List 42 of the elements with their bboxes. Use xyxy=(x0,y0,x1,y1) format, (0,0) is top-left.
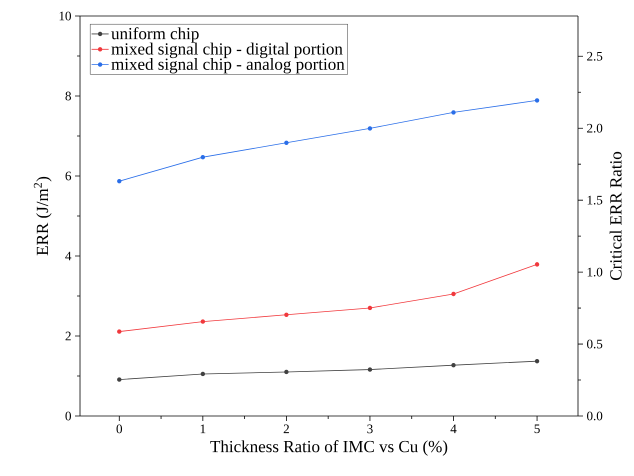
y2-axis-title: Critical ERR Ratio xyxy=(610,152,622,280)
y2-tick-label: 2.0 xyxy=(587,124,602,133)
y-tick-label: 4 xyxy=(65,252,72,260)
y2-tick-label: 1.5 xyxy=(588,196,602,205)
point xyxy=(451,362,456,368)
y-tick-label: 10 xyxy=(60,12,71,20)
y-tick-label: 8 xyxy=(65,92,71,100)
x-tick-label: 3 xyxy=(367,424,373,434)
point xyxy=(200,319,206,324)
point xyxy=(200,372,206,376)
point xyxy=(200,154,206,160)
point xyxy=(534,358,540,364)
x-tick-label: 1 xyxy=(200,424,206,434)
point xyxy=(534,98,540,103)
x-tick-label: 0 xyxy=(116,424,122,434)
point xyxy=(117,178,122,184)
x-tick-label: 5 xyxy=(534,424,540,434)
x-tick-label: 4 xyxy=(450,424,457,434)
y2-tick-label: 0.5 xyxy=(587,340,602,348)
legend-label: mixed signal chip - analog portion xyxy=(111,58,344,74)
y-axis-title: ERR (J/m$^{2}$) xyxy=(34,176,52,256)
x-tick-label: 2 xyxy=(284,424,289,434)
point xyxy=(284,312,289,317)
point xyxy=(534,262,540,267)
y2-tick-label: 2.5 xyxy=(587,52,602,61)
point xyxy=(117,329,122,334)
point xyxy=(451,110,456,115)
point xyxy=(368,367,372,372)
y-tick-label: 2 xyxy=(66,332,71,340)
point xyxy=(451,292,456,296)
x-axis-title: Thickness Ratio of IMC vs Cu (%) xyxy=(210,440,448,456)
legend-label: uniform chip xyxy=(111,27,199,43)
y2-tick-label: 1.0 xyxy=(588,268,602,277)
y-tick-label: 6 xyxy=(66,172,72,180)
point xyxy=(284,370,289,374)
y-tick-label: 0 xyxy=(65,412,71,420)
point xyxy=(284,140,289,145)
point xyxy=(368,306,372,310)
legend-label: mixed signal chip - digital portion xyxy=(111,42,343,58)
point xyxy=(368,126,372,131)
y2-tick-label: 0.0 xyxy=(587,412,602,420)
point xyxy=(117,377,122,382)
